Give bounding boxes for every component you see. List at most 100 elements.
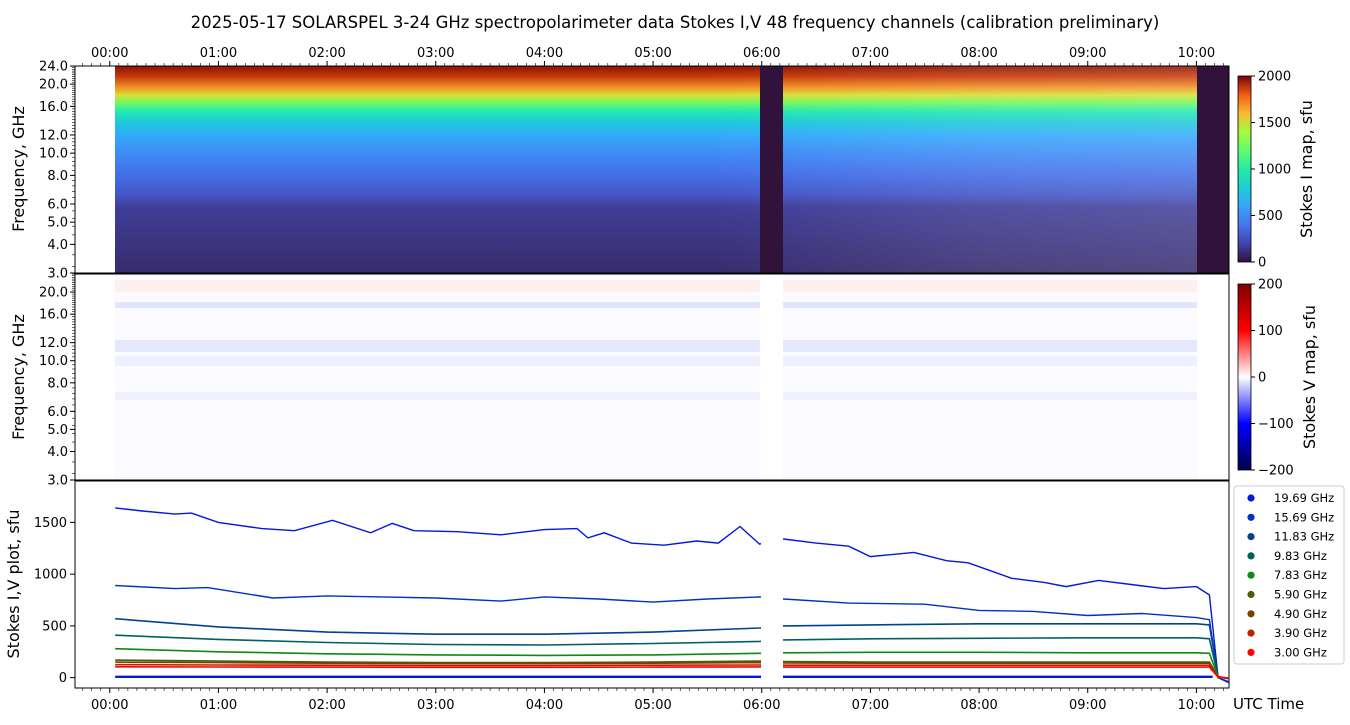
colorbar-tick-label: 2000 — [1258, 70, 1291, 85]
stokes-i-frame — [74, 65, 1230, 274]
stokes-v-frame — [74, 273, 1230, 481]
stokes-iv-panel: 00:00 01:00 02:00 03:00 04:00 05:00 06:00 07:00… — [4, 480, 1345, 713]
stokes-i-ylabel: Frequency, GHz — [9, 106, 28, 232]
legend-label: 11.83 GHz — [1274, 530, 1334, 544]
stokes-iv-ylabel: Stokes I,V plot, sfu — [4, 510, 23, 659]
freq-tick-label: 16.0 — [39, 100, 68, 115]
series-line — [115, 617, 1230, 680]
series-line — [115, 584, 1230, 683]
stokes-v-axes: 3.0 4.0 5.0 6.0 8.0 10.0 12.0 16.0 20.0 — [39, 273, 75, 489]
time-tick-label: 00:00 — [91, 46, 128, 61]
time-tick-label: 07:00 — [852, 46, 889, 61]
stokes-v-after — [1197, 274, 1229, 480]
time-tick-label: 01:00 — [200, 698, 237, 713]
flux-tick-label: 1500 — [34, 516, 67, 531]
colorbar-tick-label: 200 — [1258, 278, 1283, 293]
time-tick-label: 07:00 — [852, 698, 889, 713]
figure-title: 2025-05-17 SOLARSPEL 3-24 GHz spectropol… — [191, 13, 1160, 32]
time-tick-label: 03:00 — [417, 46, 454, 61]
stokes-v-panel: 3.0 4.0 5.0 6.0 8.0 10.0 12.0 16.0 20.0 Frequenc… — [9, 273, 1319, 489]
stokes-v-colorbar — [1237, 283, 1252, 471]
legend-marker — [1247, 494, 1255, 502]
freq-tick-label: 5.0 — [47, 216, 68, 231]
legend-marker — [1247, 571, 1255, 579]
colorbar-tick-label: 100 — [1258, 324, 1283, 339]
stokes-v-band-10 — [115, 356, 1197, 366]
top-time-axis: 00:00 01:00 02:00 03:00 04:00 05:00 06:00 07:00… — [82, 46, 1224, 66]
time-tick-label: 05:00 — [634, 46, 671, 61]
stokes-v-band-high — [115, 280, 1197, 292]
stokes-v-colorbar-label: Stokes V map, sfu — [1300, 305, 1319, 449]
colorbar-tick-label: 0 — [1258, 256, 1266, 271]
freq-tick-label: 4.0 — [47, 238, 68, 253]
stokes-v-colorbar-ticks: 200 100 0 −100 −200 — [1251, 278, 1294, 479]
stokes-i-time-fade — [115, 66, 1197, 273]
stokes-i-colorbar — [1237, 75, 1252, 263]
time-tick-label: 09:00 — [1069, 46, 1106, 61]
legend-box — [1233, 485, 1345, 665]
freq-tick-label: 10.0 — [39, 147, 68, 162]
data-gap — [761, 486, 783, 680]
freq-tick-label: 8.0 — [47, 169, 68, 184]
colorbar-tick-label: 500 — [1258, 209, 1283, 224]
stokes-iv-axes: 00:00 01:00 02:00 03:00 04:00 05:00 06:00 07:00… — [34, 516, 1224, 713]
freq-tick-label: 12.0 — [39, 129, 68, 144]
series-line — [115, 507, 1230, 684]
legend-label: 5.90 GHz — [1274, 588, 1327, 602]
stokes-v-band-17 — [115, 302, 1197, 308]
legend-marker — [1247, 513, 1255, 521]
legend-label: 3.00 GHz — [1274, 645, 1327, 659]
stokes-v-gap — [760, 274, 783, 480]
time-tick-label: 02:00 — [308, 698, 345, 713]
time-tick-label: 10:00 — [1178, 46, 1215, 61]
legend-label: 9.83 GHz — [1274, 549, 1327, 563]
stokes-i-colorbar-ticks: 0 500 1000 1500 2000 — [1251, 70, 1291, 271]
legend-label: 7.83 GHz — [1274, 568, 1327, 582]
stokes-i-panel: 3.0 4.0 5.0 6.0 8.0 10.0 12.0 16.0 20.0 24.0 Freq… — [9, 46, 1316, 282]
legend-marker — [1247, 552, 1255, 560]
stokes-v-band-12 — [115, 340, 1197, 352]
colorbar-tick-label: −200 — [1258, 464, 1294, 479]
stokes-v-ylabel: Frequency, GHz — [9, 314, 28, 440]
colorbar-tick-label: 1500 — [1258, 116, 1291, 131]
series-line — [115, 661, 1230, 679]
stokes-v-band-8 — [115, 392, 1197, 400]
colorbar-tick-label: 0 — [1258, 371, 1266, 386]
stokes-i-colorbar-label: Stokes I map, sfu — [1297, 100, 1316, 238]
legend-label: 3.90 GHz — [1274, 626, 1327, 640]
series-line — [115, 665, 1230, 679]
legend-label: 15.69 GHz — [1274, 510, 1334, 524]
legend-marker — [1247, 629, 1255, 637]
legend-marker — [1247, 590, 1255, 599]
freq-tick-label: 16.0 — [39, 308, 68, 323]
freq-tick-label: 8.0 — [47, 376, 68, 391]
time-tick-label: 04:00 — [526, 46, 563, 61]
time-tick-label: 03:00 — [417, 698, 454, 713]
series-line — [115, 659, 1230, 679]
freq-tick-label: 5.0 — [47, 423, 68, 438]
time-tick-label: 02:00 — [308, 46, 345, 61]
colorbar-tick-label: −100 — [1258, 417, 1294, 432]
series-line — [115, 647, 1230, 679]
legend-label: 4.90 GHz — [1274, 607, 1327, 621]
flux-tick-label: 0 — [59, 671, 67, 686]
time-tick-label: 06:00 — [743, 698, 780, 713]
time-tick-label: 06:00 — [743, 46, 780, 61]
freq-tick-label: 3.0 — [47, 474, 68, 489]
freq-tick-label: 4.0 — [47, 445, 68, 460]
time-tick-label: 05:00 — [634, 698, 671, 713]
time-tick-label: 08:00 — [960, 46, 997, 61]
time-tick-label: 01:00 — [200, 46, 237, 61]
legend-marker — [1247, 648, 1255, 657]
time-tick-label: 09:00 — [1069, 698, 1106, 713]
stokes-i-gap — [760, 66, 783, 273]
legend: 19.69 GHz 15.69 GHz 11.83 GHz 9.83 GHz 7.83 … — [1247, 491, 1334, 659]
series-line — [115, 663, 1230, 679]
time-tick-label: 08:00 — [960, 698, 997, 713]
stokes-iv-lines — [115, 486, 1230, 684]
time-tick-label: 10:00 — [1178, 698, 1215, 713]
stokes-i-after — [1197, 66, 1229, 273]
colorbar-tick-label: 1000 — [1258, 163, 1291, 178]
flux-tick-label: 1000 — [34, 568, 67, 583]
